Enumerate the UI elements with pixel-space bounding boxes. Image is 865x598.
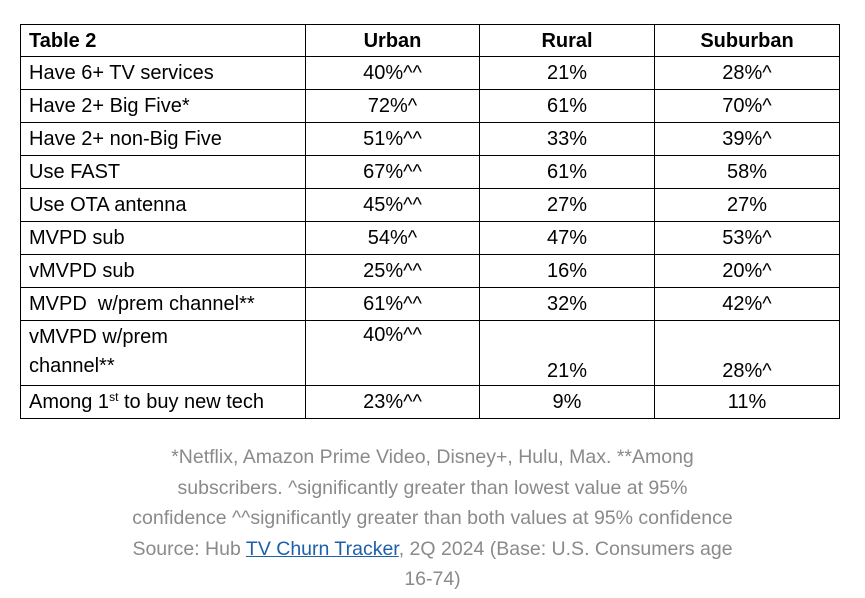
cell-suburban: 53%^ xyxy=(654,221,840,255)
table-row: Have 2+ Big Five* 72%^ 61% 70%^ xyxy=(20,89,840,123)
row-label: Among 1st to buy new tech xyxy=(20,385,306,419)
table-row: vMVPD w/prem channel** 40%^^ 21% 28%^ xyxy=(20,320,840,386)
table-row: Among 1st to buy new tech 23%^^ 9% 11% xyxy=(20,385,840,419)
cell-rural: 32% xyxy=(479,287,655,321)
column-header-rural: Rural xyxy=(479,24,655,57)
caption-text-before-link: *Netflix, Amazon Prime Video, Disney+, H… xyxy=(132,446,733,560)
cell-urban: 23%^^ xyxy=(305,385,480,419)
table-header-row: Table 2 Urban Rural Suburban xyxy=(20,24,840,57)
cell-suburban: 39%^ xyxy=(654,122,840,156)
column-header-urban: Urban xyxy=(305,24,480,57)
cell-rural: 33% xyxy=(479,122,655,156)
row-label: vMVPD w/prem channel** xyxy=(20,320,306,386)
table-row: Use OTA antenna 45%^^ 27% 27% xyxy=(20,188,840,222)
tv-churn-tracker-link[interactable]: TV Churn Tracker xyxy=(245,537,399,560)
cell-suburban: 28%^ xyxy=(654,320,840,386)
cell-urban: 54%^ xyxy=(305,221,480,255)
row-label-superscript: st xyxy=(109,390,119,404)
row-label: Use OTA antenna xyxy=(20,188,306,222)
row-label: Use FAST xyxy=(20,155,306,189)
cell-rural: 47% xyxy=(479,221,655,255)
cell-urban: 25%^^ xyxy=(305,254,480,288)
cell-rural: 21% xyxy=(479,56,655,90)
cell-suburban: 42%^ xyxy=(654,287,840,321)
cell-rural: 27% xyxy=(479,188,655,222)
cell-rural: 61% xyxy=(479,155,655,189)
cell-urban: 40%^^ xyxy=(305,56,480,90)
row-label-prefix: Among 1 xyxy=(29,391,110,413)
cell-urban: 51%^^ xyxy=(305,122,480,156)
data-table: Table 2 Urban Rural Suburban Have 6+ TV … xyxy=(20,24,840,419)
table-row: vMVPD sub 25%^^ 16% 20%^ xyxy=(20,254,840,288)
table-row: MVPD sub 54%^ 47% 53%^ xyxy=(20,221,840,255)
table-row: Have 6+ TV services 40%^^ 21% 28%^ xyxy=(20,56,840,90)
table-row: Have 2+ non-Big Five 51%^^ 33% 39%^ xyxy=(20,122,840,156)
row-label: Have 6+ TV services xyxy=(20,56,306,90)
table-title: Table 2 xyxy=(20,24,306,57)
cell-urban: 67%^^ xyxy=(305,155,480,189)
cell-rural: 21% xyxy=(479,320,655,386)
cell-suburban: 70%^ xyxy=(654,89,840,123)
caption-text-after-link: , 2Q 2024 (Base: U.S. Consumers age 16-7… xyxy=(398,537,733,591)
row-label: MVPD sub xyxy=(20,221,306,255)
cell-rural: 61% xyxy=(479,89,655,123)
cell-suburban: 11% xyxy=(654,385,840,419)
table-caption: *Netflix, Amazon Prime Video, Disney+, H… xyxy=(130,442,735,595)
cell-urban: 61%^^ xyxy=(305,287,480,321)
cell-urban: 40%^^ xyxy=(305,320,480,386)
column-header-suburban: Suburban xyxy=(654,24,840,57)
row-label: MVPD w/prem channel** xyxy=(20,287,306,321)
cell-suburban: 58% xyxy=(654,155,840,189)
row-label: vMVPD sub xyxy=(20,254,306,288)
table-row: Use FAST 67%^^ 61% 58% xyxy=(20,155,840,189)
cell-suburban: 27% xyxy=(654,188,840,222)
cell-suburban: 28%^ xyxy=(654,56,840,90)
row-label: Have 2+ non-Big Five xyxy=(20,122,306,156)
cell-rural: 9% xyxy=(479,385,655,419)
table-row: MVPD w/prem channel** 61%^^ 32% 42%^ xyxy=(20,287,840,321)
row-label: Have 2+ Big Five* xyxy=(20,89,306,123)
cell-suburban: 20%^ xyxy=(654,254,840,288)
table-container: Table 2 Urban Rural Suburban Have 6+ TV … xyxy=(20,24,840,419)
cell-urban: 45%^^ xyxy=(305,188,480,222)
row-label-suffix: to buy new tech xyxy=(118,391,265,413)
cell-urban: 72%^ xyxy=(305,89,480,123)
cell-rural: 16% xyxy=(479,254,655,288)
